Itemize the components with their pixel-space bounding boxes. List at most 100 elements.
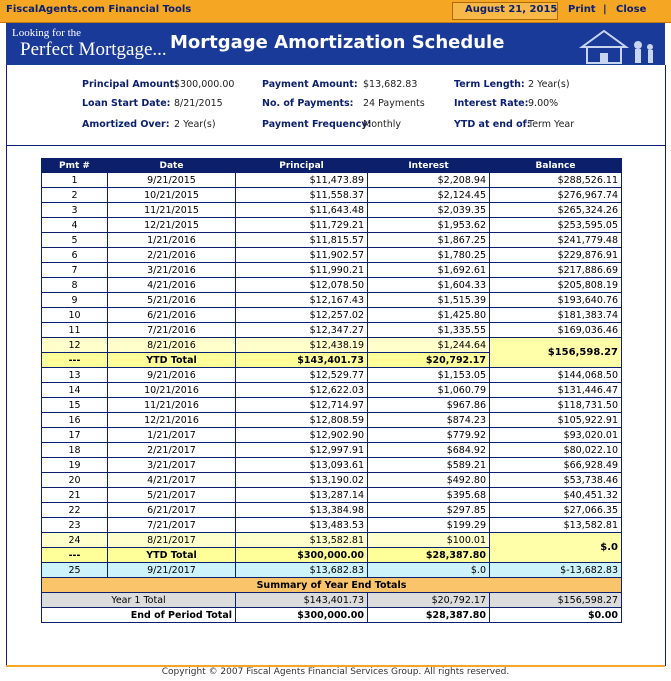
cell: $80,022.10: [489, 442, 622, 458]
cell: $181,383.74: [489, 307, 622, 323]
cell: $12,529.77: [235, 367, 368, 383]
cell: $300,000.00: [235, 547, 368, 563]
cell: $300,000.00: [235, 607, 368, 623]
payment-row: 3 11/21/2015 $11,643.48 $2,039.35 $265,324.2…: [41, 202, 622, 218]
cell: 7/21/2016: [107, 322, 236, 338]
info-value: Term Year: [528, 119, 575, 130]
cell: $1,515.39: [367, 292, 490, 308]
info-value: 24 Payments: [363, 98, 425, 109]
cell: $13,190.02: [235, 472, 368, 488]
payment-row: 13 9/21/2016 $12,529.77 $1,153.05 $144,068.5…: [41, 367, 622, 383]
payment-row: 20 4/21/2017 $13,190.02 $492.80 $53,738.46: [41, 472, 622, 488]
cell: YTD Total: [107, 547, 236, 563]
cell: 25: [41, 562, 108, 578]
payment-row: 25 9/21/2017 $13,682.83 $.0 $-13,682.83: [41, 562, 622, 578]
payment-row: 10 6/21/2016 $12,257.02 $1,425.80 $181,383.7…: [41, 307, 622, 323]
cell: $12,808.59: [235, 412, 368, 428]
logo-line2: Perfect Mortgage...: [20, 39, 167, 60]
cell: 24: [41, 532, 108, 548]
print-link[interactable]: Print: [568, 4, 596, 15]
cell: $395.68: [367, 487, 490, 503]
cell: $1,153.05: [367, 367, 490, 383]
cell: 8/21/2016: [107, 337, 236, 353]
cell: $0.00: [489, 607, 622, 623]
payment-row: 8 4/21/2016 $12,078.50 $1,604.33 $205,808.19: [41, 277, 622, 293]
cell: $589.21: [367, 457, 490, 473]
cell: 12/21/2015: [107, 217, 236, 233]
cell: $1,425.80: [367, 307, 490, 323]
cell: $40,451.32: [489, 487, 622, 503]
column-header: Principal: [235, 158, 368, 173]
info-label: Principal Amount:: [82, 79, 178, 90]
payment-row: 6 2/21/2016 $11,902.57 $1,780.25 $229,876.91: [41, 247, 622, 263]
cell: $12,438.19: [235, 337, 368, 353]
cell: ---: [41, 352, 108, 368]
loan-info: Principal Amount: $300,000.00 Payment Amou…: [6, 65, 666, 146]
cell: 1/21/2016: [107, 232, 236, 248]
cell: $1,780.25: [367, 247, 490, 263]
page-title: Mortgage Amortization Schedule: [170, 32, 505, 53]
info-value: $300,000.00: [174, 79, 235, 90]
cell: $12,714.97: [235, 397, 368, 413]
frame: [6, 146, 666, 666]
payment-row: 23 7/21/2017 $13,483.53 $199.29 $13,582.81: [41, 517, 622, 533]
cell: $11,643.48: [235, 202, 368, 218]
site-name: FiscalAgents.com Financial Tools: [6, 4, 192, 15]
footer: Copyright © 2007 Fiscal Agents Financial…: [6, 665, 665, 681]
cell: 16: [41, 412, 108, 428]
cell: 8/21/2017: [107, 532, 236, 548]
cell: 19: [41, 457, 108, 473]
cell: $27,066.35: [489, 502, 622, 518]
cell: End of Period Total: [41, 607, 236, 623]
info-label: Loan Start Date:: [82, 98, 171, 109]
cell: $265,324.26: [489, 202, 622, 218]
close-link[interactable]: Close: [616, 4, 647, 15]
cell: $217,886.69: [489, 262, 622, 278]
info-label: Payment Frequency:: [262, 119, 372, 130]
cell: 10/21/2015: [107, 187, 236, 203]
column-header: Pmt #: [41, 158, 108, 173]
cell: $193,640.76: [489, 292, 622, 308]
cell: $874.23: [367, 412, 490, 428]
cell: 23: [41, 517, 108, 533]
summary-row: End of Period Total $300,000.00 $28,387.80…: [41, 607, 622, 623]
cell: $684.92: [367, 442, 490, 458]
cell: 1/21/2017: [107, 427, 236, 443]
cell: $13,384.98: [235, 502, 368, 518]
date-box: [452, 2, 558, 20]
cell: $11,902.57: [235, 247, 368, 263]
cell: $11,473.89: [235, 172, 368, 188]
banner: Looking for the Perfect Mortgage... Mort…: [6, 23, 665, 65]
cell: 12: [41, 337, 108, 353]
cell: 3/21/2016: [107, 262, 236, 278]
cell: $492.80: [367, 472, 490, 488]
cell: $13,682.83: [235, 562, 368, 578]
cell: 9: [41, 292, 108, 308]
payment-row: 7 3/21/2016 $11,990.21 $1,692.61 $217,886.69: [41, 262, 622, 278]
cell: $-13,682.83: [489, 562, 622, 578]
payment-row: 1 9/21/2015 $11,473.89 $2,208.94 $288,526.11: [41, 172, 622, 188]
cell: 5/21/2016: [107, 292, 236, 308]
info-value: 9.00%: [528, 98, 559, 109]
cell: 14: [41, 382, 108, 398]
column-header: Balance: [489, 158, 622, 173]
info-label: Term Length:: [454, 79, 525, 90]
cell: YTD Total: [107, 352, 236, 368]
payment-row: 14 10/21/2016 $12,622.03 $1,060.79 $131,446.…: [41, 382, 622, 398]
info-label: No. of Payments:: [262, 98, 354, 109]
amortization-table: Pmt # Date Principal Interest Balance 1 9/21/2…: [41, 158, 622, 623]
payment-row: 22 6/21/2017 $13,384.98 $297.85 $27,066.35: [41, 502, 622, 518]
cell: $13,582.81: [235, 532, 368, 548]
cell: 2: [41, 187, 108, 203]
info-value: 2 Year(s): [528, 79, 570, 90]
cell: $1,604.33: [367, 277, 490, 293]
cell: 6/21/2016: [107, 307, 236, 323]
cell: $1,953.62: [367, 217, 490, 233]
cell: 9/21/2015: [107, 172, 236, 188]
cell: $12,347.27: [235, 322, 368, 338]
cell: $11,729.21: [235, 217, 368, 233]
cell: $144,068.50: [489, 367, 622, 383]
summary-header-row: Summary of Year End Totals: [41, 577, 622, 593]
cell: $297.85: [367, 502, 490, 518]
cell: 1: [41, 172, 108, 188]
